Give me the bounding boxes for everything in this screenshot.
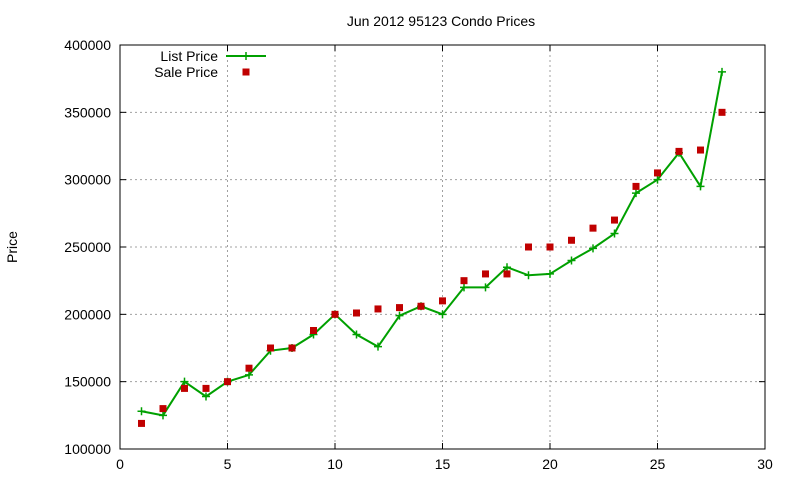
list-price-point — [137, 407, 146, 416]
list-price-point — [653, 175, 662, 184]
sale-price-point — [503, 270, 511, 278]
sale-price-point — [611, 216, 618, 224]
legend-label: Sale Price — [154, 64, 218, 80]
sale-price-point — [310, 326, 317, 334]
y-tick-label: 350000 — [64, 104, 111, 120]
list-price-point — [696, 182, 705, 191]
list-price-point — [481, 283, 490, 292]
x-tick-label: 25 — [650, 456, 666, 472]
list-price-point — [632, 189, 640, 198]
chart-title: Jun 2012 95123 Condo Prices — [347, 13, 535, 29]
x-tick-label: 20 — [542, 456, 558, 472]
list-price-point — [610, 229, 619, 238]
sale-price-point — [525, 243, 532, 251]
list-price-point — [202, 392, 210, 401]
list-price-point — [180, 377, 189, 386]
sale-price-point — [417, 302, 425, 310]
y-tick-label: 300000 — [64, 172, 111, 188]
list-price-point — [460, 283, 468, 292]
sale-price-point — [159, 405, 167, 413]
sale-price-point — [181, 384, 188, 392]
sale-price-point — [138, 419, 145, 427]
series-layer — [137, 67, 726, 427]
sale-price-point — [353, 309, 360, 317]
sale-price-point — [718, 108, 726, 116]
series-1 — [137, 67, 726, 420]
list-price-point — [374, 342, 382, 351]
sale-price-point — [654, 169, 661, 177]
legend-square-swatch — [242, 68, 250, 76]
y-tick-label: 150000 — [64, 374, 111, 390]
sale-price-point — [482, 270, 489, 278]
sale-price-point — [568, 236, 575, 244]
x-tick-label: 30 — [757, 456, 773, 472]
series-2 — [138, 108, 726, 427]
sale-price-point — [546, 243, 554, 251]
list-price-point — [503, 263, 511, 272]
sale-price-point — [697, 146, 704, 154]
list-price-point — [438, 310, 447, 319]
sale-price-point — [288, 344, 296, 352]
y-tick-label: 400000 — [64, 37, 111, 53]
sale-price-point — [331, 310, 339, 318]
sale-price-point — [396, 304, 403, 312]
sale-price-point — [439, 297, 446, 305]
sale-price-point — [374, 305, 382, 313]
sale-price-point — [202, 384, 210, 392]
sale-price-point — [675, 147, 683, 155]
list-price-point — [524, 271, 533, 280]
y-axis-label: Price — [4, 231, 20, 263]
x-tick-label: 15 — [435, 456, 451, 472]
list-price-point — [567, 256, 576, 265]
y-tick-label: 100000 — [64, 441, 111, 457]
y-tick-label: 200000 — [64, 306, 111, 322]
sale-price-point — [224, 378, 231, 386]
y-tick-label: 250000 — [64, 239, 111, 255]
sale-price-point — [245, 364, 253, 372]
list-price-point — [245, 370, 253, 379]
list-price-point — [546, 269, 554, 278]
list-price-point — [395, 311, 404, 320]
sale-price-point — [460, 277, 468, 285]
x-tick-label: 0 — [116, 456, 124, 472]
list-price-point — [352, 330, 361, 339]
sale-price-point — [267, 344, 274, 352]
legend-label: List Price — [160, 48, 218, 64]
legend-plus-swatch — [242, 52, 250, 60]
sale-price-point — [632, 182, 640, 190]
sale-price-point — [589, 224, 597, 232]
x-tick-label: 10 — [327, 456, 343, 472]
list-price-line — [141, 71, 723, 417]
list-price-point — [589, 244, 597, 253]
list-price-point — [718, 67, 726, 76]
list-price-point — [159, 411, 167, 420]
x-tick-label: 5 — [224, 456, 232, 472]
plot-frame — [119, 44, 766, 450]
